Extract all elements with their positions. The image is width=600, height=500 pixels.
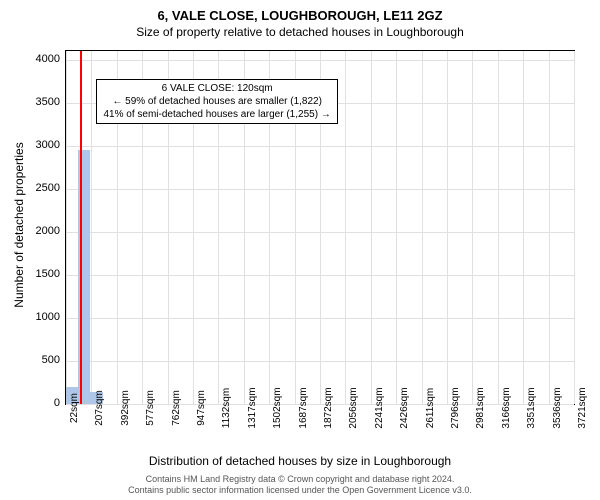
plot-area: 6 VALE CLOSE: 120sqm← 59% of detached ho… <box>65 50 575 405</box>
xtick-label: 2981sqm <box>475 387 486 428</box>
xtick-label: 3166sqm <box>501 387 512 428</box>
xtick-label: 2241sqm <box>374 387 385 428</box>
xtick-label: 392sqm <box>120 390 131 426</box>
x-axis-label: Distribution of detached houses by size … <box>0 454 600 468</box>
annotation-line-3: 41% of semi-detached houses are larger (… <box>103 108 330 121</box>
footer-line-2: Contains public sector information licen… <box>0 485 600 496</box>
ytick-label: 3500 <box>20 96 60 108</box>
ytick-label: 4000 <box>20 53 60 65</box>
annotation-line-2: ← 59% of detached houses are smaller (1,… <box>103 95 330 108</box>
gridline-v <box>523 51 524 404</box>
footer-line-1: Contains HM Land Registry data © Crown c… <box>0 474 600 485</box>
gridline-v <box>498 51 499 404</box>
gridline-v <box>574 51 575 404</box>
xtick-label: 2056sqm <box>348 387 359 428</box>
xtick-label: 947sqm <box>196 390 207 426</box>
gridline-v <box>91 51 92 404</box>
xtick-label: 577sqm <box>145 390 156 426</box>
xtick-label: 1132sqm <box>221 388 232 428</box>
ytick-label: 2500 <box>20 182 60 194</box>
xtick-label: 2796sqm <box>450 387 461 428</box>
annotation-line-1: 6 VALE CLOSE: 120sqm <box>103 82 330 95</box>
gridline-v <box>472 51 473 404</box>
ytick-label: 1000 <box>20 311 60 323</box>
footer-attribution: Contains HM Land Registry data © Crown c… <box>0 474 600 496</box>
chart-container: 6, VALE CLOSE, LOUGHBOROUGH, LE11 2GZ Si… <box>0 0 600 500</box>
xtick-label: 1687sqm <box>298 387 309 428</box>
ytick-label: 3000 <box>20 139 60 151</box>
property-marker-line <box>80 51 82 404</box>
annotation-box: 6 VALE CLOSE: 120sqm← 59% of detached ho… <box>96 79 337 124</box>
xtick-label: 207sqm <box>94 390 105 426</box>
xtick-label: 1317sqm <box>247 387 258 428</box>
xtick-label: 3536sqm <box>552 387 563 428</box>
xtick-label: 22sqm <box>69 393 80 423</box>
ytick-label: 1500 <box>20 268 60 280</box>
xtick-label: 3721sqm <box>577 387 588 428</box>
gridline-v <box>396 51 397 404</box>
xtick-label: 1502sqm <box>272 387 283 428</box>
gridline-v <box>66 51 67 404</box>
gridline-v <box>447 51 448 404</box>
gridline-v <box>422 51 423 404</box>
ytick-label: 2000 <box>20 225 60 237</box>
ytick-label: 500 <box>20 354 60 366</box>
xtick-label: 2426sqm <box>399 387 410 428</box>
gridline-v <box>345 51 346 404</box>
gridline-v <box>371 51 372 404</box>
xtick-label: 762sqm <box>171 390 182 426</box>
xtick-label: 3351sqm <box>526 387 537 428</box>
gridline-v <box>549 51 550 404</box>
chart-title: 6, VALE CLOSE, LOUGHBOROUGH, LE11 2GZ <box>0 0 600 23</box>
gridline-h <box>66 404 574 405</box>
chart-subtitle: Size of property relative to detached ho… <box>0 23 600 39</box>
xtick-label: 2611sqm <box>425 388 436 428</box>
xtick-label: 1872sqm <box>323 387 334 428</box>
ytick-label: 0 <box>20 397 60 409</box>
